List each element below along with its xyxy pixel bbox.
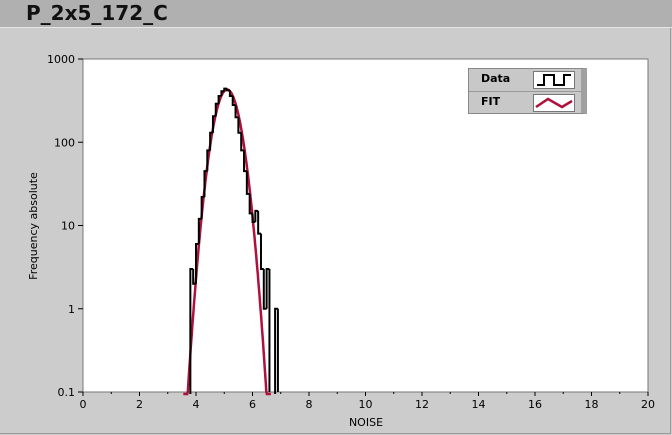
chart-title: P_2x5_172_C — [26, 1, 168, 25]
y-tick-label: 1000 — [47, 53, 75, 66]
title-bar: P_2x5_172_C — [0, 0, 672, 28]
y-tick-label: 10 — [61, 220, 75, 233]
data-bin — [206, 149, 211, 172]
step-line-swatch-icon — [533, 71, 575, 89]
data-bin — [234, 105, 239, 119]
data-bin — [254, 209, 259, 223]
x-tick-label: 12 — [415, 398, 429, 411]
data-bin — [228, 90, 233, 97]
data-bin — [243, 150, 247, 173]
y-axis-label: Frequency absolute — [27, 172, 40, 280]
x-axis-label: NOISE — [349, 416, 383, 429]
y-tick-label: 0.1 — [58, 386, 76, 399]
x-tick-label: 0 — [80, 398, 87, 411]
x-tick-label: 2 — [136, 398, 143, 411]
x-tick-label: 14 — [472, 398, 486, 411]
legend-label: FIT — [481, 95, 501, 108]
data-bin — [195, 242, 199, 284]
x-tick-label: 4 — [193, 398, 200, 411]
chart-panel — [0, 28, 671, 434]
data-bin — [237, 117, 242, 134]
x-tick-label: 16 — [528, 398, 542, 411]
line-swatch-icon — [533, 94, 575, 112]
x-tick-label: 8 — [306, 398, 313, 411]
legend: Data FIT — [468, 68, 587, 114]
y-tick-label: 100 — [54, 136, 75, 149]
x-tick-label: 18 — [585, 398, 599, 411]
x-tick-label: 6 — [249, 398, 256, 411]
data-bin — [231, 95, 236, 107]
legend-item-fit: FIT — [469, 91, 581, 113]
x-tick-label: 20 — [641, 398, 655, 411]
x-tick-label: 10 — [359, 398, 373, 411]
y-tick-label: 1 — [68, 303, 75, 316]
legend-item-data: Data — [469, 69, 581, 90]
data-bin — [245, 171, 250, 195]
legend-label: Data — [481, 72, 511, 85]
